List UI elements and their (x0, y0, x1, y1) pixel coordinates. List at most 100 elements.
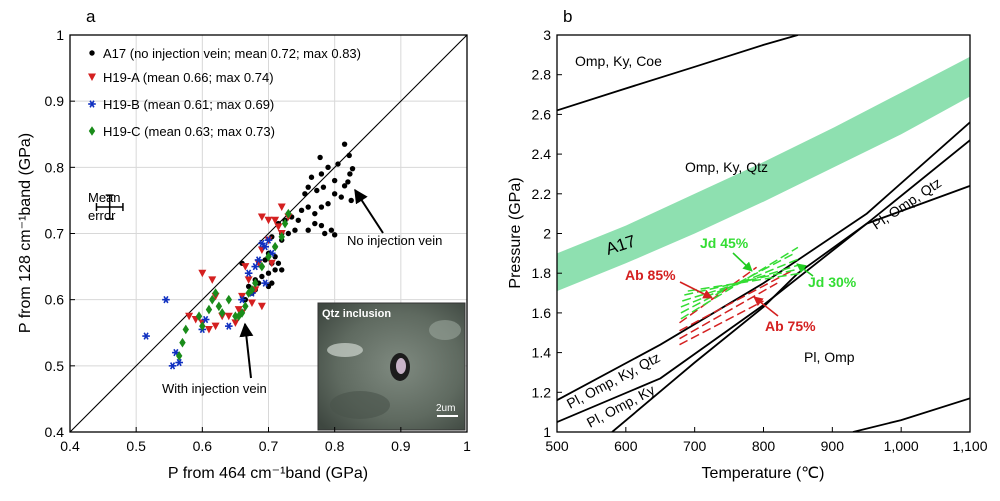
point-h19-a (254, 259, 263, 268)
point-a17 (318, 171, 325, 177)
point-h19-a (274, 223, 283, 231)
legend-marker-h19-a (88, 73, 96, 81)
y-tick-label: 3 (543, 27, 551, 43)
point-h19-c (212, 288, 219, 298)
point-a17 (318, 222, 325, 229)
jadeite-isopleth (687, 272, 802, 292)
point-a17 (292, 227, 298, 233)
y-tick-label: 2 (543, 226, 551, 242)
panel-b-ylabel: Pressure (GPa) (507, 177, 524, 288)
point-h19-b (244, 269, 253, 277)
arrow-with-injection-vein (239, 322, 254, 379)
point-h19-c (281, 218, 289, 229)
scale-bar-label: 2um (436, 403, 455, 414)
point-h19-a (231, 319, 240, 327)
point-a17 (265, 270, 272, 276)
mean-error-label-line2: error (88, 208, 116, 223)
legend-entry-h19b: H19-B (mean 0.61; max 0.69) (103, 97, 274, 112)
legend-entry-h19a: H19-A (mean 0.66; max 0.74) (103, 70, 274, 85)
point-h19-b (201, 315, 210, 324)
field-pl-omp: Pl, Omp (804, 349, 855, 365)
point-a17 (272, 267, 278, 273)
panel-a-ylabel: P from 128 cm⁻¹band (GPa) (17, 133, 34, 333)
point-h19-c (265, 251, 272, 262)
point-a17 (325, 201, 331, 207)
point-h19-a (267, 259, 276, 268)
point-a17 (328, 227, 335, 233)
field-omp-ky-qtz: Omp, Ky, Qtz (685, 159, 768, 175)
albite-isopleth (679, 266, 758, 324)
point-a17 (331, 177, 338, 184)
point-a17 (275, 260, 282, 266)
point-a17 (331, 232, 338, 238)
legend-marker-h19-c (88, 126, 96, 136)
x-tick-label: 700 (683, 438, 707, 454)
point-h19-b (162, 295, 170, 304)
point-a17 (305, 184, 311, 190)
x-tick-label: 1,000 (884, 438, 919, 454)
point-a17 (314, 187, 320, 194)
point-a17 (349, 165, 356, 172)
albite-isopleth (679, 282, 778, 340)
panel-a-xlabel: P from 464 cm⁻¹band (GPa) (168, 465, 368, 482)
mean-error-label-line1: Mean (88, 190, 121, 205)
panel-a-points (142, 141, 356, 370)
point-h19-c (258, 261, 266, 272)
point-h19-b (251, 262, 260, 271)
point-a17 (347, 171, 353, 177)
point-h19-c (271, 241, 279, 252)
point-h19-a (224, 312, 233, 321)
y-tick-label: 0.4 (45, 424, 65, 440)
point-h19-a (204, 325, 213, 334)
point-h19-c (179, 337, 186, 348)
phase-boundary-line (557, 35, 799, 112)
y-tick-label: 1 (543, 424, 551, 440)
point-h19-c (285, 208, 292, 219)
panel-a-label: a (86, 7, 96, 26)
point-a17 (325, 164, 331, 171)
point-h19-a (241, 263, 250, 271)
point-a17 (317, 154, 323, 161)
y-tick-label: 2.6 (532, 106, 552, 122)
point-h19-b (168, 362, 177, 370)
y-tick-label: 0.9 (45, 93, 65, 109)
mean-error: Mean error (88, 190, 124, 223)
point-a17 (320, 184, 327, 190)
point-h19-a (247, 299, 256, 307)
phase-boundary-line (852, 397, 970, 432)
phase-boundary-line (611, 272, 799, 432)
x-tick-label: 0.5 (126, 438, 146, 454)
point-h19-c (182, 324, 189, 335)
panel-b-ticks: 500 600 700 800 900 1,000 1,100 1 1.2 1.4 1.6 1.8 2 2… (532, 27, 988, 454)
point-a17 (335, 161, 341, 167)
legend-entry-a17: A17 (no injection vein; mean 0.72; max 0… (103, 46, 361, 61)
isopleths (679, 246, 802, 346)
point-a17 (305, 227, 311, 233)
y-tick-label: 0.6 (45, 292, 65, 308)
point-a17 (302, 191, 308, 197)
point-h19-c (195, 311, 203, 322)
legend-marker-a17 (89, 50, 95, 56)
point-a17 (269, 280, 275, 286)
point-h19-c (278, 232, 285, 242)
point-a17 (308, 174, 315, 180)
legend-entry-h19c: H19-C (mean 0.63; max 0.73) (103, 124, 275, 139)
phase-boundary-line (797, 185, 970, 274)
arrow-jd-30 (796, 263, 814, 277)
panel-b-label: b (563, 7, 572, 26)
arrow-ab-85 (679, 281, 713, 299)
point-h19-b (261, 279, 269, 287)
point-h19-c (205, 304, 213, 315)
point-h19-a (271, 216, 280, 225)
point-h19-c (199, 321, 206, 331)
x-tick-label: 1,100 (952, 438, 987, 454)
point-h19-a (234, 306, 243, 314)
point-a17 (245, 283, 252, 290)
albite-isopleth (679, 270, 792, 332)
phase-boundary-line (557, 121, 970, 401)
point-h19-c (235, 311, 242, 322)
x-tick-label: 0.6 (193, 438, 213, 454)
y-tick-label: 0.5 (45, 358, 65, 374)
point-a17 (285, 230, 292, 237)
